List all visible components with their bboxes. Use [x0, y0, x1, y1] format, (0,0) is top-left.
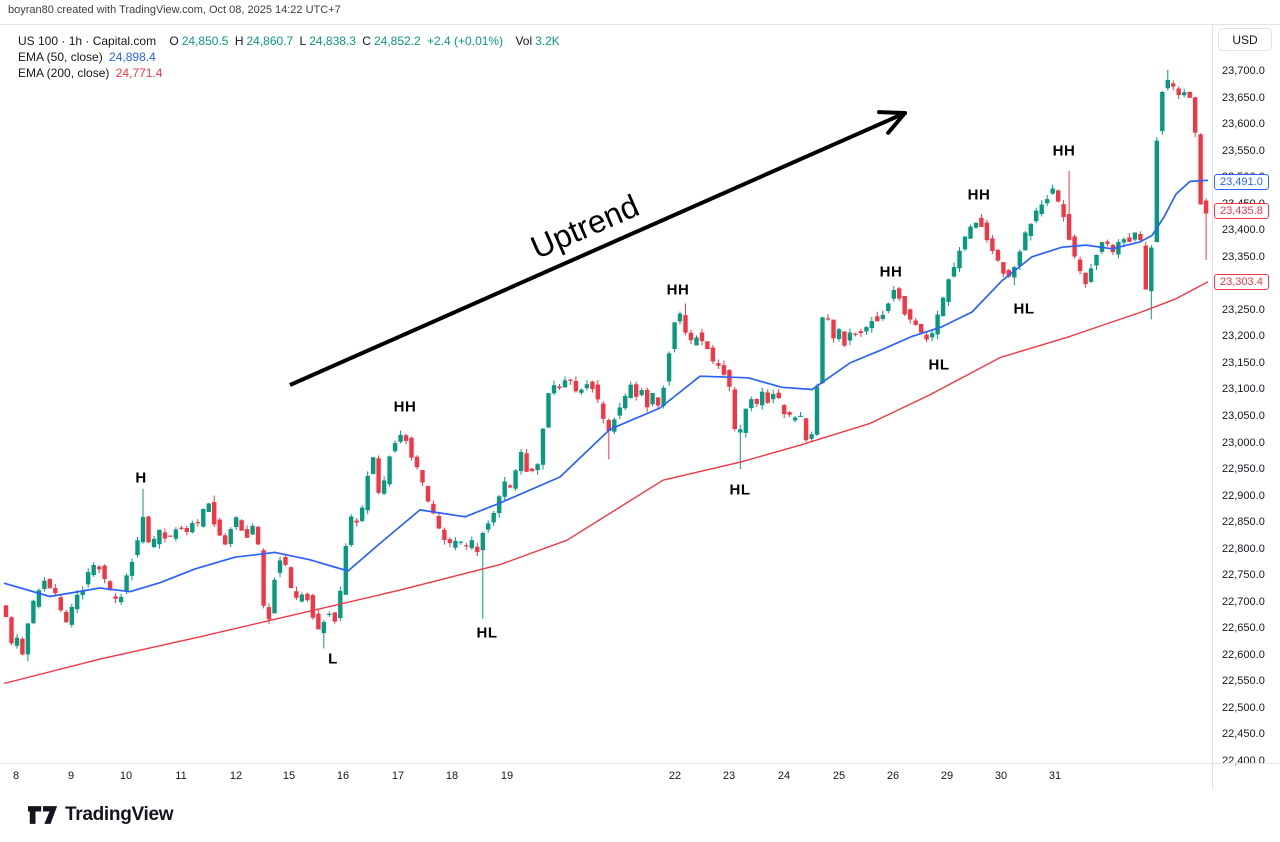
close-label: C — [362, 34, 371, 48]
ema50-line — [3, 179, 1209, 598]
swing-label-hh[interactable]: HH — [967, 186, 991, 204]
swing-label-hl[interactable]: HL — [476, 624, 498, 642]
symbol-legend-row[interactable]: US 100 · 1h · Capital.com O 24,850.5 H 24,… — [18, 33, 563, 49]
high-value: 24,860.7 — [246, 34, 294, 48]
attribution-text: boyran80 created with TradingView.com, O… — [8, 4, 341, 16]
open-label: O — [169, 34, 179, 48]
symbol-title: US 100 · 1h · Capital.com — [18, 34, 157, 48]
ema200-value: 24,771.4 — [115, 66, 163, 80]
swing-label-h[interactable]: H — [135, 469, 147, 487]
swing-label-l[interactable]: L — [328, 650, 338, 668]
swing-label-hl[interactable]: HL — [928, 356, 950, 374]
currency-button[interactable]: USD — [1218, 28, 1272, 51]
volume-label: Vol — [515, 34, 533, 48]
trend-arrow-line — [289, 111, 906, 387]
ema50-name: EMA (50, close) — [18, 50, 103, 64]
swing-label-hh[interactable]: HH — [1052, 142, 1076, 160]
change-value: +2.4 (+0.01%) — [427, 34, 504, 48]
ema200-line — [3, 281, 1209, 685]
volume-value: 3.2K — [535, 34, 560, 48]
swing-label-hl[interactable]: HL — [1013, 300, 1035, 318]
trend-arrow-head — [877, 110, 907, 115]
low-value: 24,838.3 — [309, 34, 356, 48]
ema50-legend-row[interactable]: EMA (50, close) 24,898.4 — [18, 49, 563, 65]
swing-label-hh[interactable]: HH — [879, 263, 903, 281]
header-divider — [0, 24, 1280, 25]
tradingview-logo[interactable]: TradingView — [28, 804, 174, 826]
swing-label-hh[interactable]: HH — [666, 281, 690, 299]
time-axis-border — [0, 763, 1280, 764]
tradingview-brand-text: TradingView — [65, 804, 174, 825]
ema50-value: 24,898.4 — [109, 50, 156, 64]
swing-label-hl[interactable]: HL — [729, 481, 751, 499]
open-value: 24,850.5 — [181, 34, 229, 48]
high-label: H — [234, 34, 244, 48]
price-axis-border — [1212, 24, 1213, 790]
low-label: L — [299, 34, 307, 48]
ema200-name: EMA (200, close) — [18, 66, 110, 80]
tradingview-mark-icon — [28, 806, 58, 824]
ema200-legend-row[interactable]: EMA (200, close) 24,771.4 — [18, 65, 563, 81]
close-value: 24,852.2 — [373, 34, 421, 48]
swing-label-hh[interactable]: HH — [393, 398, 417, 416]
trend-arrow-head — [886, 111, 907, 135]
